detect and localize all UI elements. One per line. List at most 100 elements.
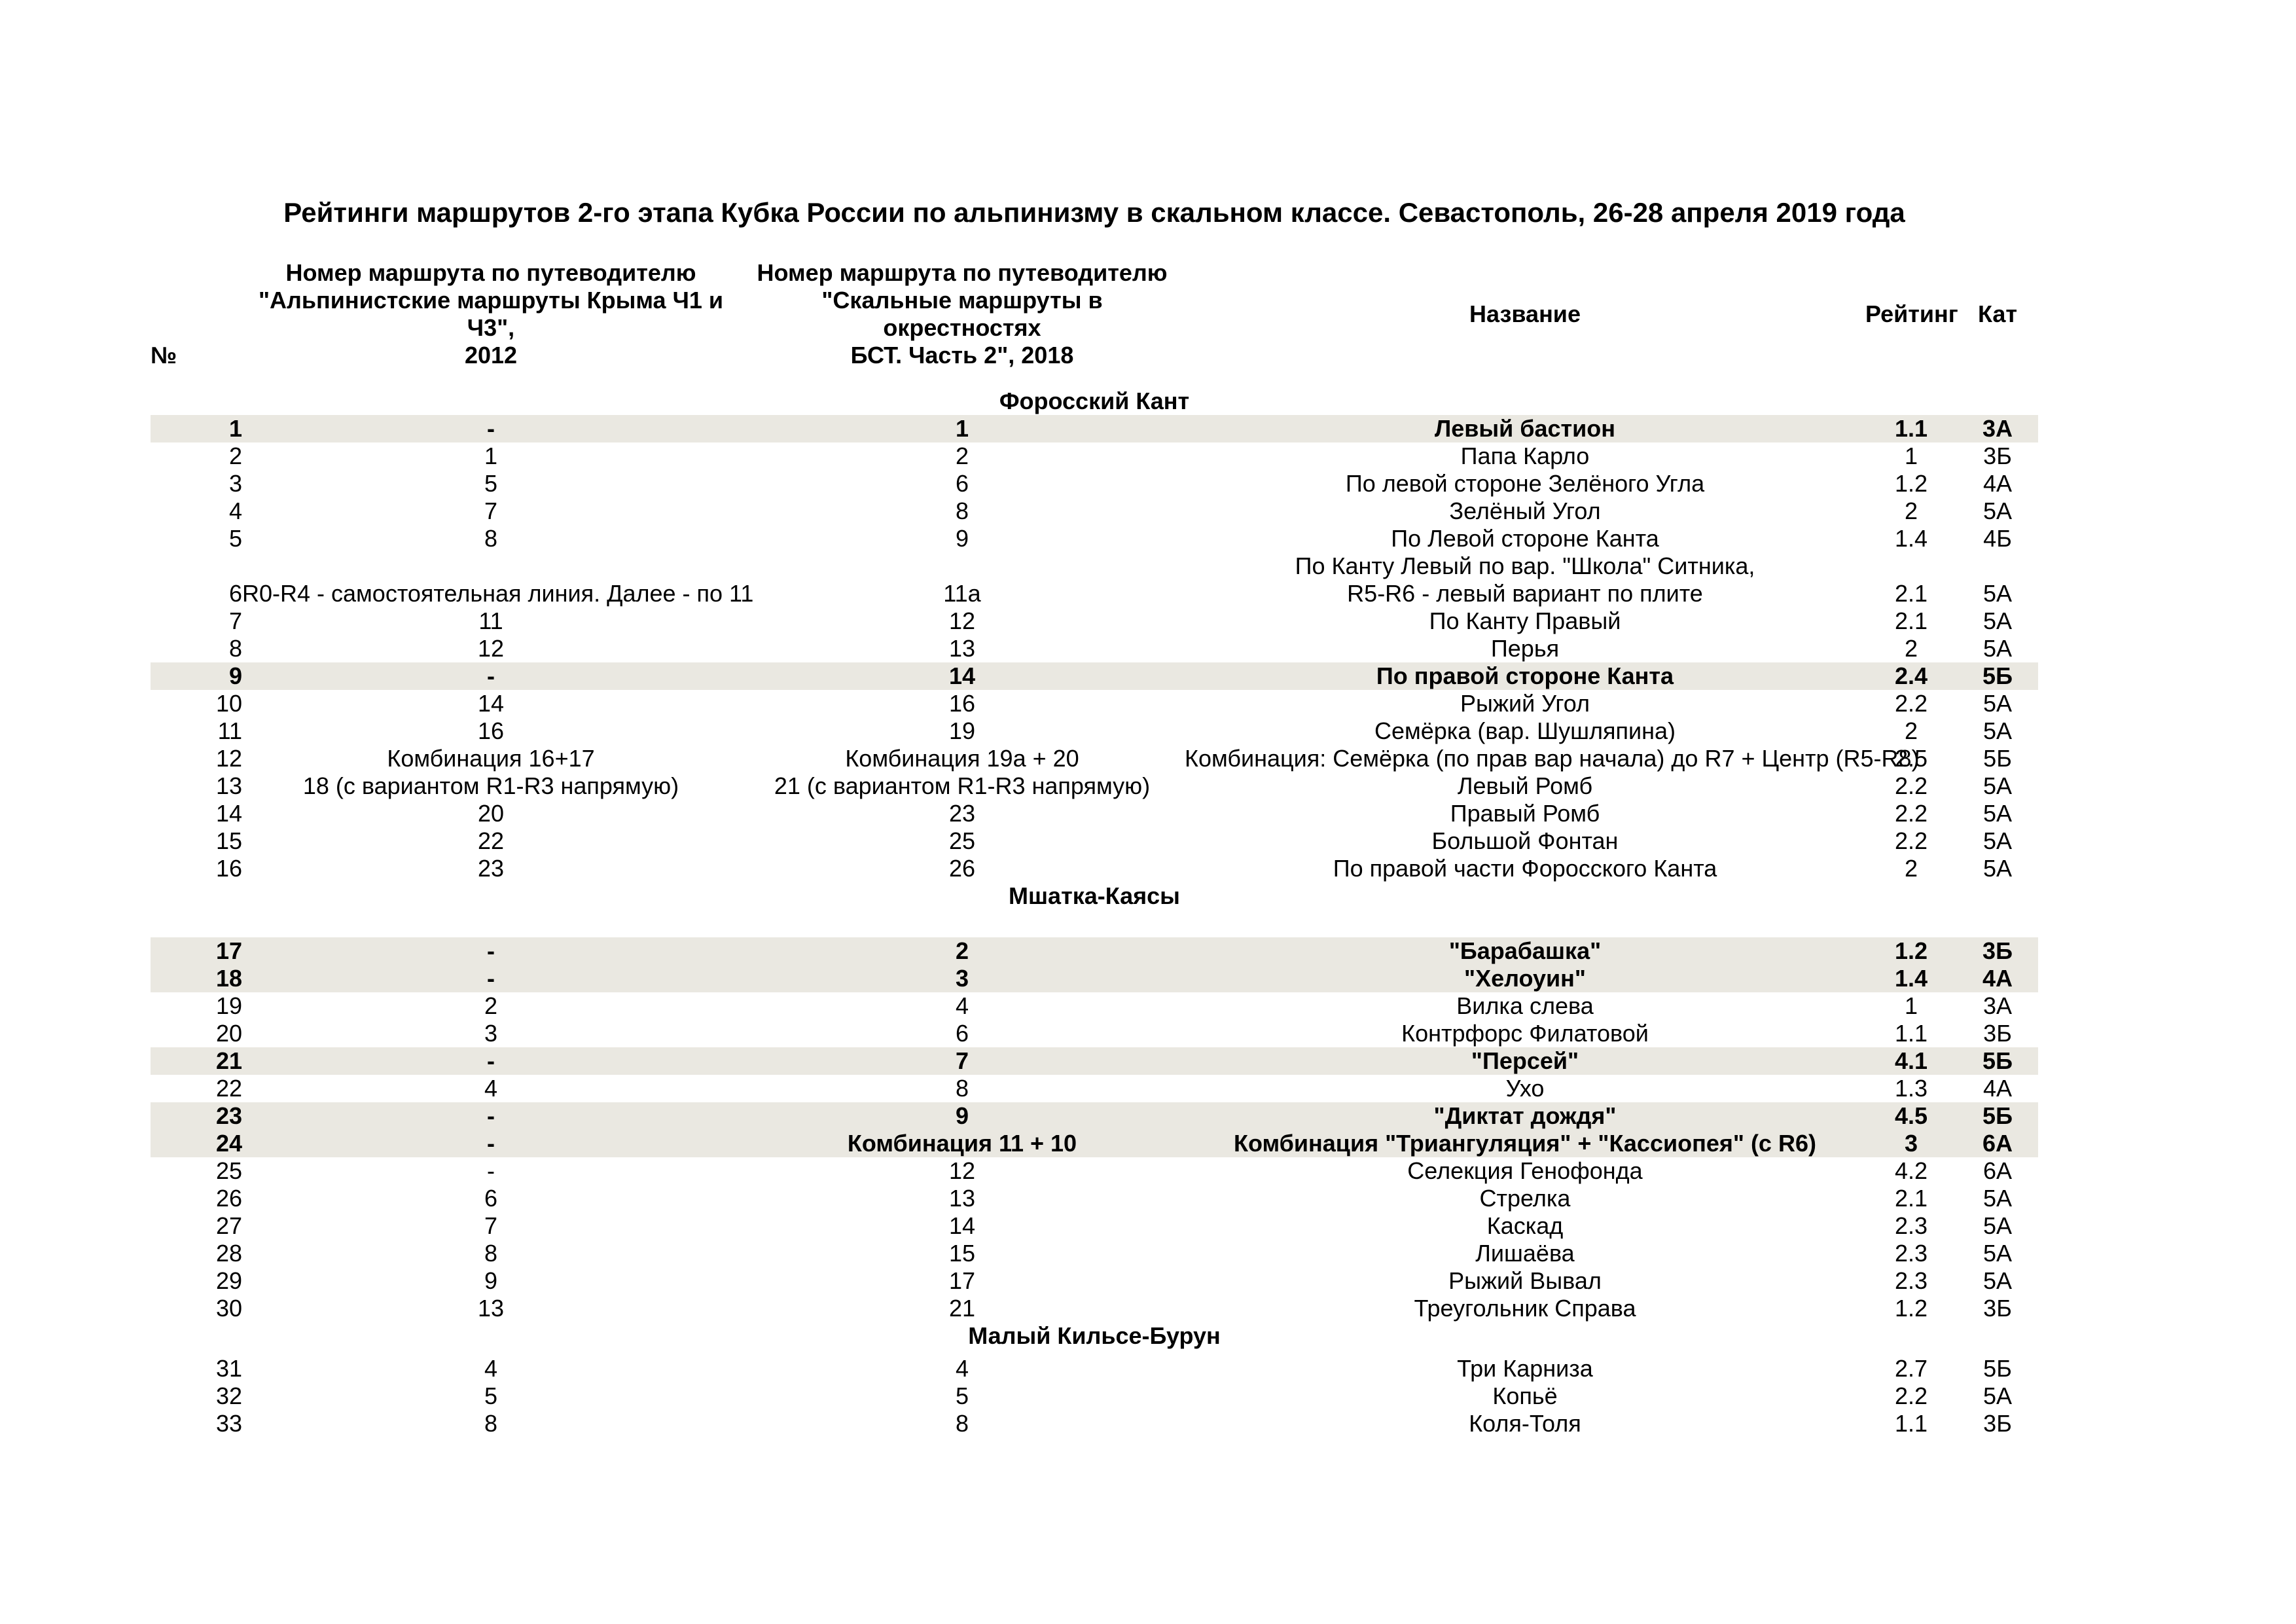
table-row: 16 23 26 По правой части Форосского Канта 2 5… <box>151 855 2038 882</box>
cell-guide2018: 17 <box>948 1267 976 1294</box>
cell-guide2018: 9 <box>955 1102 969 1129</box>
cell-guide2012: 3 <box>484 1020 498 1047</box>
table-row: 18 - 3 "Хелоуин" 1.4 4А <box>151 965 2038 992</box>
cell-rating: 2.2 <box>1894 800 1928 827</box>
cell-num: 16 <box>215 855 242 882</box>
cell-rating: 2.2 <box>1894 1382 1928 1409</box>
cell-num: 1 <box>228 415 242 442</box>
cell-num: 4 <box>228 497 242 524</box>
cell-name: "Персей" <box>1471 1047 1579 1074</box>
cell-rating: 2.3 <box>1894 1212 1928 1239</box>
cell-guide2018: 6 <box>955 1020 969 1047</box>
cell-category: 3Б <box>1983 1020 2012 1047</box>
cell-guide2018: 13 <box>948 635 976 662</box>
table-row: 10 14 16 Рыжий Угол 2.2 5А <box>151 690 2038 717</box>
cell-guide2018: 19 <box>948 717 976 744</box>
cell-name: Копьё <box>1492 1382 1558 1409</box>
cell-guide2012: 4 <box>484 1075 498 1102</box>
cell-guide2018: 8 <box>955 1410 969 1437</box>
column-header-category: Кат <box>1977 300 2018 327</box>
table-row: 3 5 6 По левой стороне Зелёного Угла 1.2 4А <box>151 470 2038 497</box>
table-row: 22 4 8 Ухо 1.3 4А <box>151 1075 2038 1102</box>
cell-category: 5А <box>1982 497 2013 524</box>
cell-guide2012: 8 <box>484 525 498 552</box>
cell-name: "Хелоуин" <box>1464 965 1586 992</box>
cell-name: Коля-Толя <box>1469 1410 1581 1437</box>
page-title: Рейтинги маршрутов 2-го этапа Кубка Росс… <box>283 197 1905 228</box>
cell-name: Вилка слева <box>1456 992 1594 1019</box>
cell-category: 5А <box>1982 580 2013 607</box>
cell-guide2018: 3 <box>955 965 969 992</box>
cell-guide2018: 13 <box>948 1185 976 1212</box>
table-row: 4 7 8 Зелёный Угол 2 5А <box>151 497 2038 525</box>
cell-guide2012: - <box>487 937 495 964</box>
table-row: 23 - 9 "Диктат дождя" 4.5 5Б <box>151 1102 2038 1130</box>
cell-rating: 1.1 <box>1894 1410 1928 1437</box>
cell-guide2012: 11 <box>478 607 503 634</box>
cell-rating: 1.3 <box>1894 1075 1928 1102</box>
cell-guide2012: 1 <box>484 442 498 469</box>
cell-num: 32 <box>215 1382 242 1409</box>
cell-guide2012: 13 <box>477 1295 505 1322</box>
table-row: 32 5 5 Копьё 2.2 5А <box>151 1382 2038 1410</box>
section: Малый Кильсе-Бурун 31 4 4 Три Карниза 2.7 5Б 32… <box>151 1322 2038 1437</box>
cell-guide2018: Комбинация 19а + 20 <box>845 745 1079 772</box>
cell-guide2018: 7 <box>955 1047 969 1074</box>
cell-category: 3А <box>1982 415 2013 442</box>
cell-category: 3Б <box>1983 1410 2012 1437</box>
cell-guide2018: 26 <box>948 855 976 882</box>
cell-guide2018: Комбинация 11 + 10 <box>847 1130 1077 1157</box>
cell-name: "Барабашка" <box>1448 937 1602 964</box>
cell-rating: 1 <box>1904 992 1918 1019</box>
cell-guide2012: 8 <box>484 1240 498 1267</box>
column-header-guide2012: Номер маршрута по путеводителю "Альпинис… <box>258 259 724 369</box>
table-row: 5 8 9 По Левой стороне Канта 1.4 4Б <box>151 525 2038 552</box>
cell-num: 33 <box>215 1410 242 1437</box>
cell-category: 5А <box>1982 1382 2013 1409</box>
ratings-document: Рейтинги маршрутов 2-го этапа Кубка Росс… <box>151 196 2038 1437</box>
cell-num: 2 <box>228 442 242 469</box>
cell-name: Правый Ромб <box>1450 800 1600 827</box>
cell-guide2018: 11а <box>943 580 981 607</box>
table-row: 12 Комбинация 16+17 Комбинация 19а + 20 Ком… <box>151 745 2038 772</box>
cell-guide2018: 25 <box>948 827 976 854</box>
cell-category: 5Б <box>1982 1047 2013 1074</box>
cell-name: Комбинация "Триангуляция" + "Кассиопея" … <box>1234 1130 1816 1157</box>
table-row: 19 2 4 Вилка слева 1 3А <box>151 992 2038 1020</box>
cell-rating: 2.1 <box>1894 1185 1928 1212</box>
cell-num: 11 <box>217 717 242 744</box>
cell-category: 5А <box>1982 607 2013 634</box>
cell-name: "Диктат дождя" <box>1433 1102 1617 1129</box>
cell-guide2012: 8 <box>484 1410 498 1437</box>
table-row: 26 6 13 Стрелка 2.1 5А <box>151 1185 2038 1212</box>
cell-num: 21 <box>215 1047 242 1074</box>
cell-guide2012: - <box>487 1130 495 1157</box>
cell-num: 20 <box>215 1020 242 1047</box>
cell-guide2012: 7 <box>484 497 498 524</box>
cell-rating: 2.2 <box>1894 772 1928 799</box>
cell-num: 28 <box>215 1240 242 1267</box>
cell-rating: 2.5 <box>1894 745 1928 772</box>
cell-rating: 1.1 <box>1894 415 1928 442</box>
cell-name: Рыжий Вывал <box>1448 1267 1602 1294</box>
cell-rating: 2.3 <box>1894 1267 1928 1294</box>
cell-name: Рыжий Угол <box>1460 690 1590 717</box>
cell-name: По левой стороне Зелёного Угла <box>1345 470 1705 497</box>
cell-guide2012: - <box>487 1102 495 1129</box>
cell-guide2018: 8 <box>955 1075 969 1102</box>
table-row: 8 12 13 Перья 2 5А <box>151 635 2038 662</box>
cell-rating: 2.4 <box>1894 662 1928 689</box>
cell-num: 12 <box>215 745 242 772</box>
cell-guide2012: 5 <box>484 470 498 497</box>
cell-name: Лишаёва <box>1475 1240 1575 1267</box>
cell-num: 15 <box>215 827 242 854</box>
column-header-name: Название <box>1469 300 1581 327</box>
cell-rating: 1.1 <box>1894 1020 1928 1047</box>
cell-guide2012: - <box>487 1047 495 1074</box>
cell-guide2018: 16 <box>948 690 976 717</box>
cell-num: 26 <box>215 1185 242 1212</box>
cell-guide2018: 14 <box>948 662 976 689</box>
cell-name: По Канту Правый <box>1429 607 1621 634</box>
cell-guide2018: 9 <box>955 525 969 552</box>
cell-num: 8 <box>228 635 242 662</box>
